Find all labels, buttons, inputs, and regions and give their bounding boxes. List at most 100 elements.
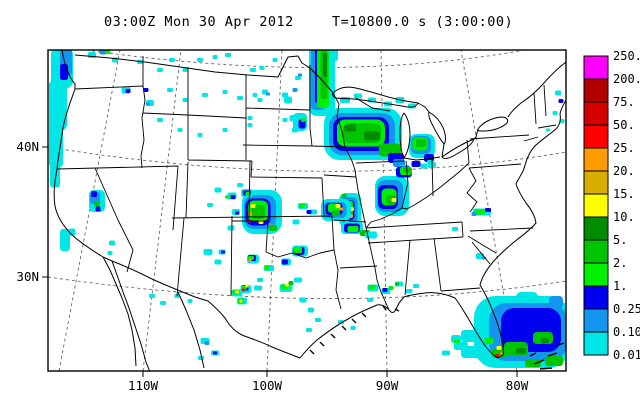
precip-cell: [282, 259, 288, 265]
colorbar-label: 15.: [613, 187, 635, 201]
precip-cell: [294, 277, 302, 283]
precip-cell: [259, 66, 265, 70]
precip-cell: [306, 210, 312, 214]
precip-cell: [474, 324, 484, 330]
precip-cell: [386, 195, 396, 205]
precip-cell: [382, 288, 388, 292]
precip-cell: [289, 115, 297, 121]
precip-cell: [549, 296, 563, 308]
precip-cell: [545, 356, 563, 366]
precip-cell: [222, 90, 228, 94]
lake-erie: [441, 138, 475, 159]
precip-cell: [225, 195, 229, 199]
x-tick-label: 80W: [506, 378, 529, 393]
colorbar-cell: [583, 170, 609, 195]
precip-cell: [405, 289, 413, 293]
precip-cell: [149, 294, 155, 298]
precip-cell: [187, 299, 193, 303]
precip-cell: [298, 73, 302, 77]
precip-cell: [285, 283, 289, 287]
precip-cell: [245, 284, 249, 288]
precip-cell: [368, 285, 376, 289]
precip-cell: [182, 68, 188, 72]
precip-cell: [247, 123, 253, 127]
colorbar-label: 50.: [613, 118, 635, 132]
precip-cell: [207, 203, 213, 207]
precip-cell: [146, 102, 150, 106]
x-tick-label: 110W: [128, 378, 159, 393]
precip-cell: [251, 205, 265, 219]
precip-cell: [264, 266, 270, 270]
precip-cell: [197, 133, 203, 137]
precip-cell: [299, 204, 305, 208]
precip-cell: [546, 128, 550, 132]
precip-cell: [95, 206, 101, 212]
precip-cell: [558, 99, 564, 103]
precip-cell: [257, 278, 263, 282]
colorbar-cell: [583, 101, 609, 126]
precip-cell: [143, 88, 149, 92]
colorbar-cell: [583, 331, 609, 356]
mexico-baja-coast: [102, 256, 205, 371]
precip-cell: [288, 281, 294, 285]
precip-cell: [272, 58, 278, 62]
precip-cell: [461, 346, 483, 358]
precip-cell: [125, 89, 131, 93]
precip-cell: [105, 50, 111, 54]
precip-cell: [516, 348, 526, 354]
colorbar-label: 1.: [613, 279, 627, 293]
precip-cell: [60, 64, 68, 80]
parallel-line: [85, 50, 526, 68]
colorbar-cell: [583, 78, 609, 103]
precip-cell: [292, 88, 298, 92]
precip-cell: [306, 328, 312, 332]
parallel-line: [48, 276, 566, 299]
precip-cell: [395, 282, 399, 286]
precip-cell: [338, 320, 344, 324]
precip-cell: [235, 211, 239, 215]
precip-cell: [485, 208, 491, 212]
precip-cell: [157, 118, 163, 122]
axis-ticks-labels: 110W 100W 90W 80W 40N 30N: [16, 139, 528, 393]
precip-cell: [292, 219, 300, 225]
precip-cell: [294, 247, 302, 253]
precip-cell: [364, 131, 380, 141]
precip-cell: [239, 299, 243, 303]
precip-cell: [202, 93, 208, 97]
colorbar-legend: 250. 200. 75. 50. 25. 20. 15. 10. 5. 2. 1. 0.25 0.10…: [583, 49, 640, 362]
colorbar-cell: [583, 147, 609, 172]
colorbar-cell: [583, 193, 609, 218]
lakes-connectors: [355, 97, 479, 161]
precip-cell: [284, 96, 292, 104]
colorbar-label: 0.01: [613, 348, 640, 362]
precip-cell: [250, 68, 256, 72]
x-tick-label: 100W: [252, 378, 283, 393]
colorbar-label: 250.: [613, 49, 640, 63]
precip-cell: [257, 98, 263, 102]
precip-cell: [299, 297, 307, 303]
precip-cell: [204, 341, 210, 345]
precip-cell: [250, 204, 256, 208]
precip-cell: [301, 118, 305, 122]
colorbar-cell: [583, 124, 609, 149]
precip-cell: [292, 127, 298, 133]
precip-cell: [340, 97, 350, 103]
canada-border: [74, 54, 334, 94]
meridian-line: [142, 50, 182, 371]
plot-border: [47, 49, 567, 372]
precip-cell: [252, 93, 258, 97]
colorbar-cell: [583, 55, 609, 80]
plot-title: 03:00Z Mon 30 Apr 2012 T=10800.0 s (3:00…: [0, 14, 640, 34]
precip-cell: [367, 298, 373, 302]
colorbar-cell: [583, 239, 609, 264]
title-timer: T=10800.0 s (3:00:00): [332, 14, 514, 30]
y-tick-label: 30N: [16, 269, 39, 284]
precip-cell: [413, 284, 419, 288]
precip-cell: [339, 207, 343, 211]
title-datetime: 03:00Z Mon 30 Apr 2012: [104, 14, 294, 30]
colorbar-label: 10.: [613, 210, 635, 224]
precip-cell: [91, 191, 97, 197]
precip-cell: [214, 187, 222, 193]
precip-cell: [282, 118, 288, 122]
colorbar-cell: [583, 262, 609, 287]
